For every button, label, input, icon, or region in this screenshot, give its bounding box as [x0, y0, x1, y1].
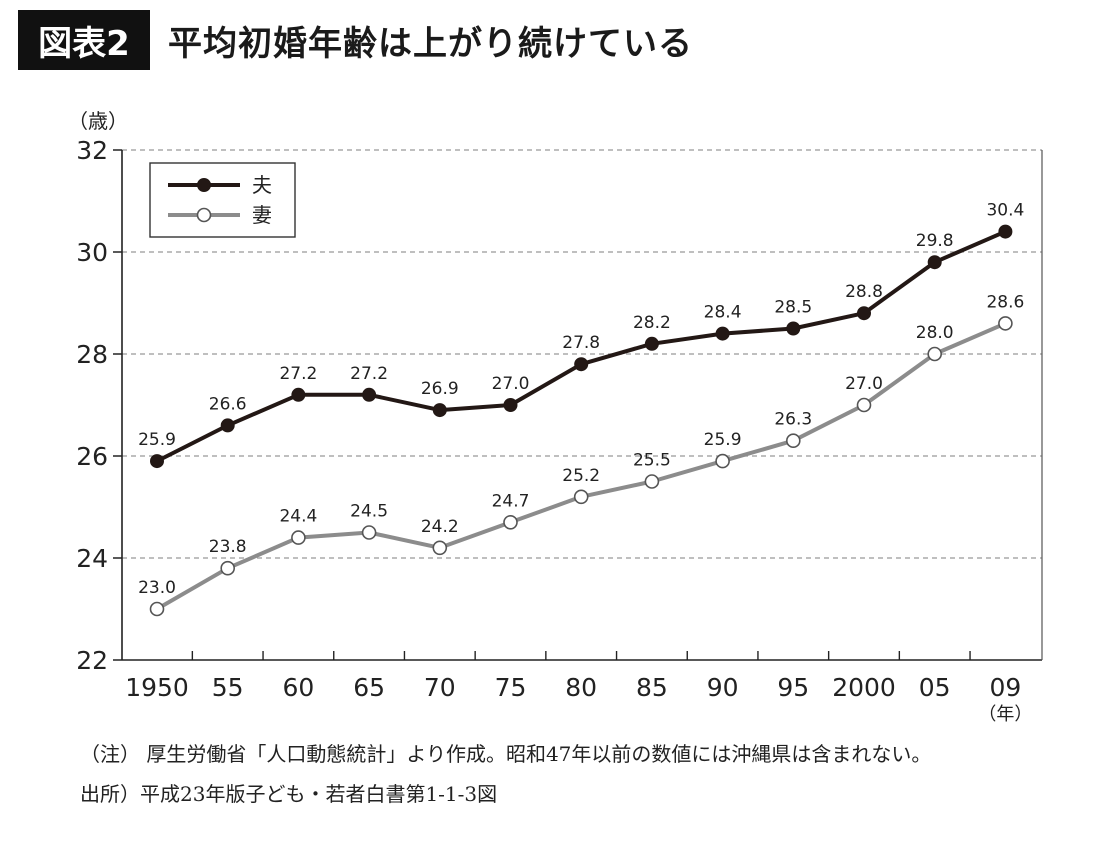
data-point: [644, 336, 659, 351]
data-point: [927, 255, 942, 270]
data-label: 28.2: [633, 313, 671, 333]
x-tick-label: 1950: [125, 673, 189, 702]
data-point: [785, 433, 801, 449]
footnote: （注） 厚生労働省「人口動態統計」より作成。昭和47年以前の数値には沖縄県は含ま…: [80, 742, 932, 766]
data-point: [220, 418, 235, 433]
data-point: [644, 474, 660, 489]
data-point: [927, 346, 943, 362]
y-tick-label: 22: [76, 646, 108, 675]
data-label: 27.0: [845, 374, 883, 394]
data-label: 27.8: [562, 333, 600, 353]
data-point: [362, 387, 377, 402]
data-point: [503, 398, 518, 412]
data-point: [856, 397, 872, 413]
x-tick-label: 70: [424, 673, 456, 702]
data-label: 24.5: [350, 502, 388, 522]
data-point: [715, 453, 730, 469]
figure-title: 平均初婚年齢は上がり続けている: [168, 23, 693, 64]
legend-marker: [196, 207, 212, 223]
data-label: 23.0: [138, 578, 176, 598]
x-tick-label: 65: [353, 673, 385, 702]
x-tick-label: 60: [282, 673, 314, 702]
y-tick-label: 28: [76, 340, 108, 369]
data-label: 27.2: [279, 364, 317, 384]
data-label: 26.6: [209, 394, 247, 414]
data-point: [291, 387, 306, 402]
y-axis-unit-label: （歳）: [68, 109, 128, 133]
data-label: 24.7: [492, 491, 530, 511]
legend-label: 夫: [252, 173, 272, 197]
data-label: 28.6: [986, 292, 1024, 312]
figure-number-badge: 図表2: [18, 10, 150, 70]
x-tick-label: 80: [565, 673, 597, 702]
data-point: [291, 530, 306, 545]
data-point: [573, 489, 589, 505]
x-axis-unit-label: （年）: [978, 704, 1032, 725]
data-label: 28.8: [845, 282, 883, 302]
data-point: [432, 540, 448, 556]
data-label: 28.0: [916, 323, 954, 343]
x-tick-label: 09: [989, 673, 1021, 702]
data-label: 26.9: [421, 379, 459, 399]
data-label: 28.5: [774, 298, 812, 318]
x-tick-label: 75: [495, 673, 527, 702]
data-point: [998, 224, 1013, 239]
x-tick-label: 85: [636, 673, 668, 702]
data-point: [150, 454, 164, 469]
x-tick-label: 90: [707, 673, 739, 702]
y-tick-label: 30: [76, 238, 108, 267]
source-note: 出所）平成23年版子ども・若者白書第1-1-3図: [80, 782, 498, 806]
data-point: [220, 560, 235, 576]
data-label: 30.4: [986, 201, 1024, 221]
x-tick-label: 95: [777, 673, 809, 702]
y-tick-label: 24: [76, 544, 108, 573]
data-point: [149, 601, 165, 617]
legend-label: 妻: [252, 203, 272, 227]
data-label: 25.9: [704, 430, 742, 450]
data-point: [715, 326, 730, 341]
data-label: 23.8: [209, 537, 247, 557]
legend-marker: [197, 178, 211, 192]
data-label: 24.2: [421, 517, 459, 537]
data-label: 25.2: [562, 466, 600, 486]
y-tick-label: 32: [76, 136, 108, 165]
data-point: [998, 316, 1013, 331]
data-label: 25.5: [633, 451, 671, 471]
data-point: [786, 321, 801, 336]
x-tick-label: 55: [212, 673, 244, 702]
data-label: 27.2: [350, 364, 388, 384]
data-label: 27.0: [492, 374, 530, 394]
data-label: 28.4: [704, 303, 742, 323]
x-tick-label: 05: [919, 673, 951, 702]
y-tick-label: 26: [76, 442, 108, 471]
legend-box: [149, 162, 296, 238]
data-label: 25.9: [138, 430, 176, 450]
data-label: 24.4: [279, 507, 317, 527]
data-point: [432, 403, 447, 418]
line-chart: 22 24 26 28 30 32 （歳） 1950 55 60 65 70 75 80 85 90 95 200…: [68, 109, 1043, 725]
data-point: [503, 514, 518, 530]
x-tick-label: 2000: [832, 673, 896, 702]
data-label: 29.8: [916, 231, 954, 251]
data-label: 26.3: [774, 410, 812, 430]
data-point: [361, 525, 377, 540]
data-point: [857, 306, 871, 321]
data-point: [574, 357, 589, 372]
